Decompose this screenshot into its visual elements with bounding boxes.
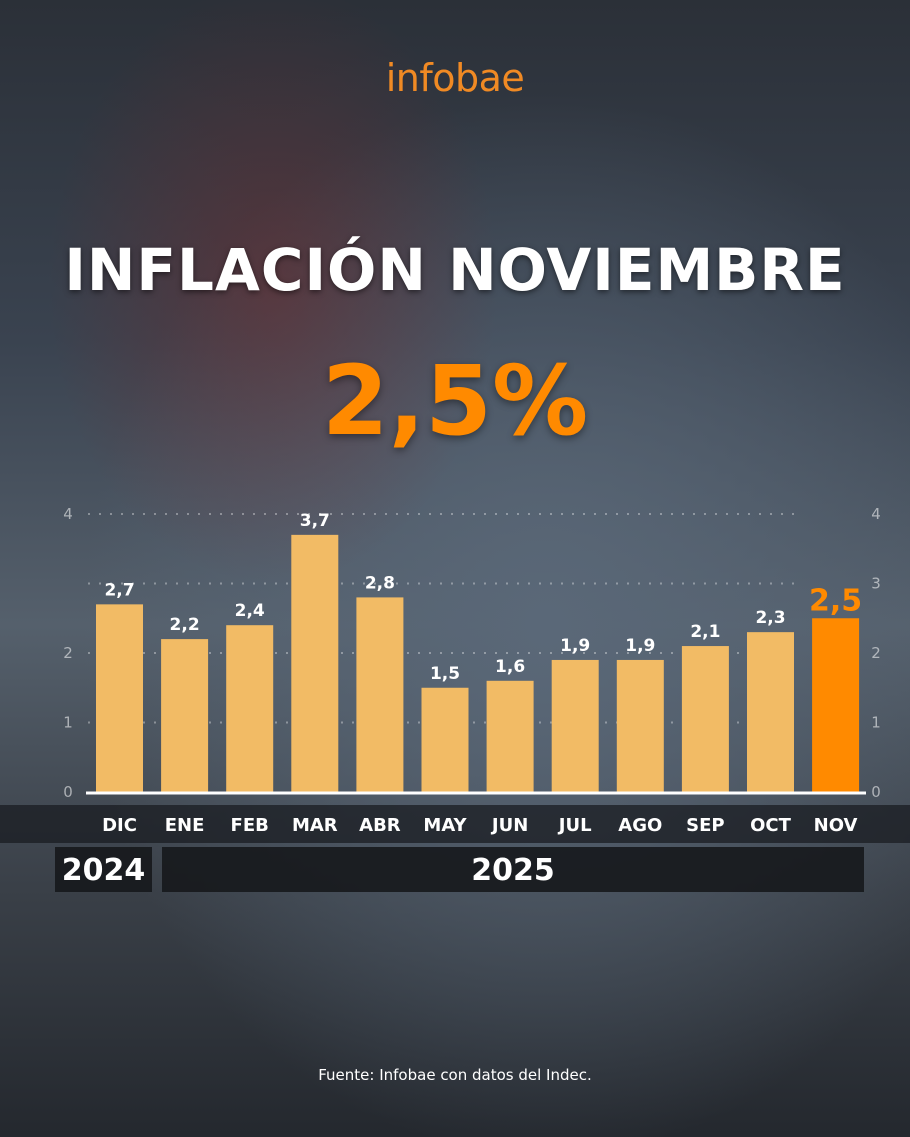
- value-label: 1,5: [430, 664, 460, 684]
- value-label: 2,2: [170, 615, 200, 635]
- month-label: NOV: [814, 815, 858, 836]
- year-band: [162, 847, 864, 892]
- value-label: 2,4: [235, 601, 265, 621]
- month-label: ENE: [165, 815, 205, 836]
- bar-nov: [812, 618, 860, 792]
- year-label-2024: 2024: [62, 853, 146, 888]
- month-label: JUN: [490, 815, 528, 836]
- month-label: MAY: [423, 815, 467, 836]
- bar-abr: [356, 597, 404, 792]
- value-label: 2,5: [809, 583, 862, 618]
- value-label: 1,9: [625, 636, 655, 656]
- month-label: DIC: [102, 815, 137, 836]
- value-label: 2,8: [365, 573, 395, 593]
- value-label: 2,3: [755, 608, 785, 628]
- bar-sep: [681, 646, 729, 792]
- headline-value: 2,5%: [321, 345, 589, 457]
- value-label: 1,9: [560, 636, 590, 656]
- month-label: ABR: [359, 815, 401, 836]
- page-title: INFLACIÓN NOVIEMBRE: [64, 236, 846, 304]
- bar-chart: 2024 20252,7DIC2,2ENE2,4FEB3,7MAR2,8ABR1,…: [0, 505, 910, 892]
- left-tick-label: 0: [63, 783, 73, 801]
- month-label: OCT: [750, 815, 792, 836]
- bar-jul: [551, 659, 599, 792]
- month-band: [0, 805, 910, 843]
- month-label: MAR: [292, 815, 338, 836]
- month-label: SEP: [686, 815, 724, 836]
- left-tick-label: 1: [63, 714, 73, 732]
- bar-jun: [486, 680, 534, 792]
- value-label: 1,6: [495, 657, 525, 677]
- year-label-2025: 2025: [471, 853, 555, 888]
- bar-ene: [161, 639, 209, 792]
- right-tick-label: 0: [871, 783, 881, 801]
- month-label: AGO: [618, 815, 662, 836]
- bar-feb: [226, 625, 274, 792]
- right-tick-label: 4: [871, 505, 881, 523]
- value-label: 3,7: [300, 511, 330, 531]
- right-tick-label: 3: [871, 575, 881, 593]
- left-tick-label: 2: [63, 644, 73, 662]
- year-band: [55, 847, 152, 892]
- month-label: FEB: [231, 815, 269, 836]
- value-label: 2,7: [104, 580, 134, 600]
- value-label: 2,1: [690, 622, 720, 642]
- bar-mar: [291, 534, 339, 792]
- bar-dic: [96, 604, 143, 792]
- month-label: JUL: [557, 815, 592, 836]
- source-note: Fuente: Infobae con datos del Indec.: [318, 1066, 592, 1084]
- right-tick-label: 2: [871, 644, 881, 662]
- infobae-logo: infobae: [385, 56, 525, 100]
- right-tick-label: 1: [871, 714, 881, 732]
- left-tick-label: 4: [63, 505, 73, 523]
- bar-ago: [616, 659, 664, 792]
- bar-oct: [747, 632, 794, 792]
- bar-may: [421, 687, 469, 792]
